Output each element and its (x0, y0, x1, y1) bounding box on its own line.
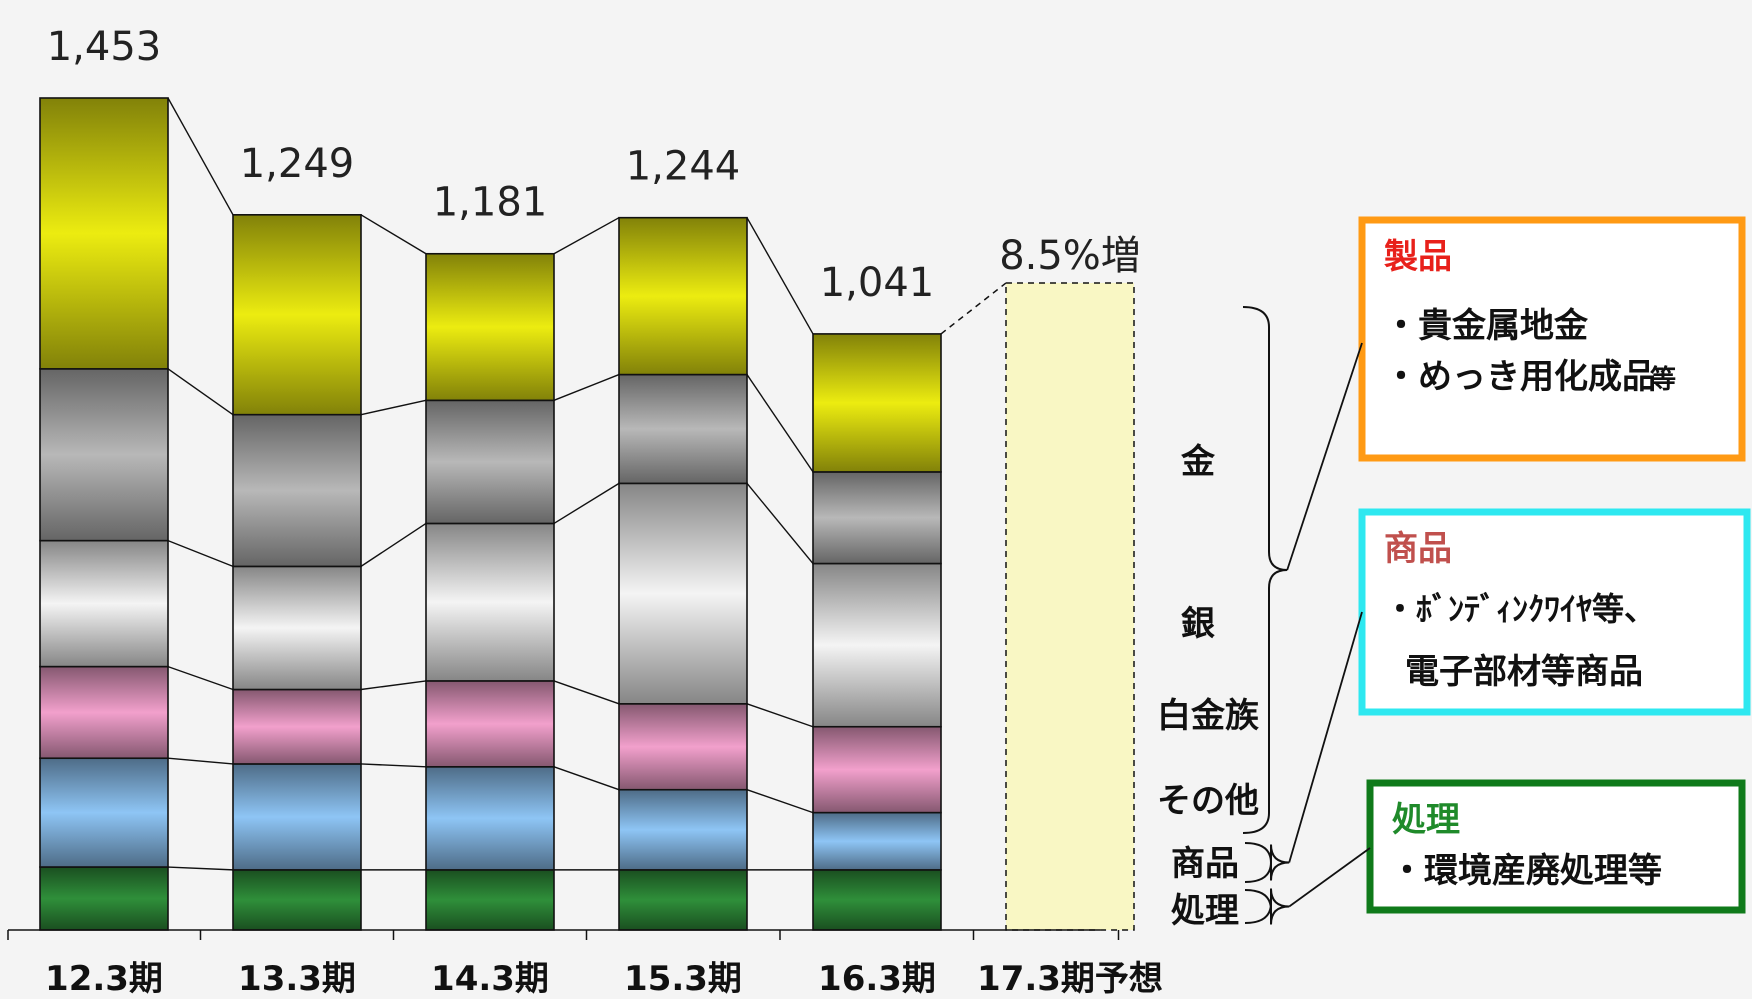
bar-segment-その他 (618, 703, 748, 791)
forecast-connector (940, 282, 1007, 335)
bar-segment-金 (425, 252, 555, 402)
bar-segment-白金族 (812, 562, 942, 728)
x-tick-label: 17.3期予想 (977, 959, 1163, 995)
bar-segment-銀 (232, 413, 362, 568)
total-label: 1,244 (626, 144, 741, 190)
connector-line (360, 522, 427, 567)
connector-line (167, 665, 234, 691)
leader-line (1288, 611, 1363, 863)
side-label: 金 (1180, 442, 1216, 482)
bar-segment-金 (232, 214, 362, 416)
bar-segment-銀 (812, 471, 942, 565)
x-tick-label: 12.3期 (45, 959, 163, 995)
connector-line (746, 374, 814, 473)
x-tick-label: 13.3期 (238, 959, 356, 995)
bar-segment-処理 (39, 866, 169, 931)
connector-line (167, 757, 234, 765)
bar-segment-その他 (812, 725, 942, 814)
bar-segment-商品 (618, 788, 748, 871)
connector-line (553, 766, 620, 791)
bar-segment-白金族 (618, 482, 748, 705)
total-label: 1,041 (820, 260, 935, 306)
side-label: 白金族 (1157, 696, 1259, 736)
bar-segment-金 (618, 216, 748, 376)
bar-segment-処理 (232, 869, 362, 931)
processing-callout-title: 処理 (1392, 800, 1460, 840)
products-callout-title: 製品 (1384, 237, 1452, 277)
products-line: ・貴金属地金 (1384, 306, 1589, 346)
connector-line (746, 703, 814, 728)
bar-segment-商品 (39, 757, 169, 868)
connector-line (360, 763, 427, 768)
bar-segment-その他 (425, 680, 555, 768)
products-callout-box (1358, 216, 1746, 462)
goods-line: 電子部材等商品 (1405, 652, 1643, 692)
bar-segment-白金族 (425, 522, 555, 682)
bar-segment-その他 (232, 688, 362, 765)
connector-line (360, 399, 427, 416)
leader-line (1288, 847, 1371, 908)
bar-segment-商品 (425, 766, 555, 871)
bar-segment-銀 (425, 399, 555, 525)
connector-line (167, 866, 234, 871)
connector-line (553, 680, 620, 705)
products-line: ・めっき用化成品 (1384, 357, 1656, 397)
goods-line: ・ﾎﾞﾝﾃﾞｨﾝｸﾜｲﾔ等、 (1384, 590, 1656, 628)
total-label: 1,453 (47, 24, 162, 70)
connector-line (167, 539, 234, 568)
side-label: 処理 (1171, 891, 1239, 931)
forecast-bar (1005, 282, 1135, 931)
leader-line (1286, 342, 1363, 571)
processing-line: ・環境産廃処理等 (1390, 851, 1662, 891)
connector-line (167, 368, 234, 416)
brace (1242, 306, 1288, 834)
products-suffix: 等 (1650, 364, 1676, 395)
bar-segment-商品 (812, 811, 942, 871)
x-tick-label: 16.3期 (818, 959, 936, 995)
side-label: 銀 (1181, 604, 1215, 644)
bar-segment-銀 (618, 373, 748, 485)
side-label: 商品 (1171, 844, 1239, 884)
bar-segment-商品 (232, 763, 362, 871)
total-label: 1,181 (433, 180, 548, 226)
side-label: その他 (1157, 781, 1259, 821)
bar-segment-その他 (39, 665, 169, 760)
connector-line (746, 217, 814, 335)
connector-line (360, 680, 427, 691)
bar-segment-金 (812, 333, 942, 473)
bar-segment-金 (39, 97, 169, 370)
bar-segment-白金族 (39, 539, 169, 668)
forecast-label: 8.5%増 (999, 233, 1141, 279)
connector-line (360, 214, 427, 255)
connector-line (746, 482, 814, 564)
processing-callout-box (1366, 779, 1746, 914)
x-tick-label: 14.3期 (431, 959, 549, 995)
bar-segment-処理 (425, 869, 555, 931)
bar-segment-処理 (812, 869, 942, 931)
connector-line (553, 482, 620, 525)
connector-line (167, 97, 234, 216)
goods-callout-box (1358, 508, 1751, 716)
bar-segment-処理 (618, 869, 748, 931)
connector-line (553, 373, 620, 401)
total-label: 1,249 (240, 141, 355, 187)
connector-line (746, 789, 814, 814)
brace (1244, 842, 1290, 883)
bar-segment-白金族 (232, 565, 362, 691)
bar-segment-銀 (39, 368, 169, 542)
brace (1244, 888, 1290, 925)
connector-line (553, 217, 620, 255)
goods-callout-title: 商品 (1384, 529, 1452, 569)
x-tick-label: 15.3期 (624, 959, 742, 995)
